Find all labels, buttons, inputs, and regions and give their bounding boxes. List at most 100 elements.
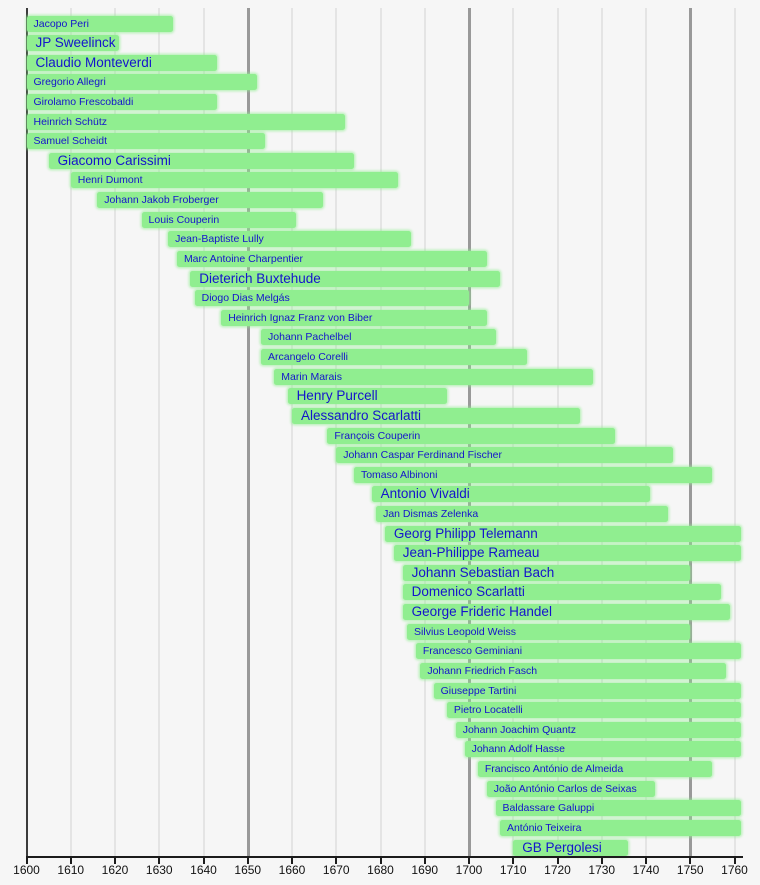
x-axis-tick-mark: [25, 858, 28, 864]
composer-name-link[interactable]: Marin Marais: [281, 370, 342, 383]
composer-lifespan-bar: Marc Antoine Charpentier: [176, 250, 487, 267]
composer-lifespan-bar: Henry Purcell: [287, 388, 447, 405]
composer-lifespan-bar: Heinrich Ignaz Franz von Biber: [221, 309, 487, 326]
decade-gridline: [645, 8, 647, 856]
composer-lifespan-bar: Dieterich Buxtehude: [190, 270, 500, 287]
composer-name-link[interactable]: François Couperin: [334, 429, 421, 442]
composer-lifespan-bar: Giacomo Carissimi: [48, 152, 354, 169]
x-axis-tick-label: 1620: [101, 863, 129, 877]
composer-lifespan-bar: Claudio Monteverdi: [26, 54, 217, 71]
decade-gridline: [689, 8, 693, 856]
composer-lifespan-bar: Jan Dismas Zelenka: [376, 506, 669, 522]
x-axis-tick-mark: [512, 858, 515, 864]
composer-name-link[interactable]: António Teixeira: [506, 821, 582, 834]
composer-name-link[interactable]: Jacopo Peri: [33, 17, 89, 30]
x-axis-tick-label: 1760: [721, 863, 748, 877]
composer-lifespan-bar: Henri Dumont: [70, 172, 399, 189]
composer-lifespan-bar: Louis Couperin: [141, 211, 297, 228]
composer-name-link[interactable]: Baldassare Galuppi: [502, 802, 595, 815]
composer-lifespan-bar: Silvius Leopold Weiss: [407, 623, 691, 640]
composer-name-link[interactable]: Girolamo Frescobaldi: [33, 95, 134, 108]
composer-lifespan-bar: George Frideric Handel: [402, 604, 731, 621]
composer-name-link[interactable]: Johann Joachim Quantz: [462, 723, 576, 736]
composer-name-link[interactable]: Samuel Scheidt: [33, 135, 108, 148]
x-axis-tick-mark: [689, 858, 692, 864]
composer-lifespan-bar: Antonio Vivaldi: [371, 486, 651, 503]
x-axis-tick-mark: [114, 858, 116, 864]
composer-name-link[interactable]: Johann Friedrich Fasch: [427, 664, 538, 677]
x-axis-tick-label: 1720: [544, 863, 571, 877]
composer-name-link[interactable]: Giuseppe Tartini: [440, 684, 517, 697]
composer-lifespan-bar: Jean-Baptiste Lully: [168, 231, 412, 248]
composer-name-link[interactable]: Silvius Leopold Weiss: [414, 625, 516, 638]
composer-name-link[interactable]: Johann Jakob Froberger: [104, 194, 219, 207]
composer-lifespan-bar: Johann Joachim Quantz: [455, 721, 741, 738]
x-axis-tick-label: 1700: [455, 863, 483, 877]
composer-lifespan-bar: Jean-Philippe Rameau: [393, 545, 741, 562]
composer-name-link[interactable]: Johann Sebastian Bach: [411, 564, 555, 580]
composer-lifespan-bar: Diogo Dias Melgás: [194, 290, 469, 307]
composer-name-link[interactable]: Jan Dismas Zelenka: [383, 508, 479, 520]
x-axis-tick-mark: [291, 858, 293, 864]
x-axis-tick-mark: [202, 858, 205, 864]
x-axis-tick-mark: [69, 858, 72, 864]
composer-lifespan-bar: Johann Sebastian Bach: [402, 564, 691, 581]
x-axis-tick-mark: [733, 858, 736, 864]
composer-name-link[interactable]: GB Pergolesi: [522, 839, 602, 855]
composer-name-link[interactable]: Giacomo Carissimi: [57, 152, 171, 168]
x-axis-tick-label: 1730: [588, 863, 616, 877]
composer-name-link[interactable]: Gregorio Allegri: [33, 76, 106, 89]
composer-lifespan-bar: Tomaso Albinoni: [353, 466, 713, 483]
composer-name-link[interactable]: Antonio Vivaldi: [380, 486, 470, 502]
composer-name-link[interactable]: Alessandro Scarlatti: [301, 407, 422, 423]
composer-name-link[interactable]: Diogo Dias Melgás: [201, 292, 290, 305]
x-axis-tick-label: 1750: [676, 863, 704, 877]
composer-name-link[interactable]: Henri Dumont: [77, 174, 143, 187]
x-axis-tick-label: 1660: [278, 863, 306, 877]
composer-lifespan-bar: Baldassare Galuppi: [495, 800, 741, 817]
composer-lifespan-bar: Gregorio Allegri: [26, 74, 257, 91]
decade-gridline: [69, 8, 72, 856]
composer-name-link[interactable]: Johann Pachelbel: [268, 331, 352, 344]
composer-lifespan-bar: François Couperin: [327, 427, 616, 444]
composer-name-link[interactable]: George Frideric Handel: [411, 604, 552, 620]
composer-name-link[interactable]: Henry Purcell: [296, 388, 378, 404]
composer-lifespan-bar: Giuseppe Tartini: [433, 682, 741, 699]
axis-start-gridline: [25, 8, 28, 856]
x-axis-tick-label: 1740: [632, 863, 660, 877]
composer-lifespan-bar: Johann Jakob Froberger: [97, 192, 323, 209]
x-axis-tick-mark: [379, 858, 382, 864]
composer-name-link[interactable]: Domenico Scarlatti: [411, 584, 525, 600]
x-axis-tick-label: 1630: [145, 863, 173, 877]
composer-name-link[interactable]: Pietro Locatelli: [453, 704, 523, 717]
decade-gridline: [158, 8, 161, 856]
composer-name-link[interactable]: Heinrich Schütz: [33, 115, 108, 128]
composer-name-link[interactable]: Johann Adolf Hasse: [471, 743, 565, 756]
composer-lifespan-bar: Marin Marais: [274, 368, 593, 385]
composer-name-link[interactable]: Arcangelo Corelli: [268, 351, 348, 364]
composer-lifespan-bar: Heinrich Schütz: [26, 113, 346, 130]
decade-gridline: [291, 8, 293, 856]
composer-name-link[interactable]: Louis Couperin: [148, 213, 220, 226]
composer-name-link[interactable]: Tomaso Albinoni: [360, 468, 438, 481]
composer-name-link[interactable]: João António Carlos de Seixas: [493, 782, 637, 795]
composer-name-link[interactable]: Francesco Geminiani: [422, 645, 523, 658]
composer-name-link[interactable]: Marc Antoine Charpentier: [183, 252, 304, 265]
composer-name-link[interactable]: JP Sweelinck: [35, 35, 116, 51]
composer-lifespan-bar: Johann Friedrich Fasch: [420, 662, 726, 679]
composer-name-link[interactable]: Heinrich Ignaz Franz von Biber: [228, 311, 373, 324]
decade-gridline: [246, 8, 250, 856]
x-axis-tick-mark: [600, 858, 603, 864]
composer-name-link[interactable]: Francisco António de Almeida: [484, 763, 624, 776]
composer-name-link[interactable]: Jean-Baptiste Lully: [175, 233, 264, 246]
composer-lifespan-bar: Johann Adolf Hasse: [464, 741, 741, 758]
composer-name-link[interactable]: Jean-Philippe Rameau: [402, 545, 540, 561]
x-axis-tick-label: 1670: [322, 863, 350, 877]
composer-name-link[interactable]: Johann Caspar Ferdinand Fischer: [343, 449, 503, 462]
x-axis-tick-label: 1610: [57, 863, 85, 877]
composer-name-link[interactable]: Georg Philipp Telemann: [393, 525, 538, 541]
composer-name-link[interactable]: Claudio Monteverdi: [35, 54, 152, 70]
composer-name-link[interactable]: Dieterich Buxtehude: [199, 270, 321, 286]
composer-lifespan-bar: Francisco António de Almeida: [477, 761, 713, 778]
